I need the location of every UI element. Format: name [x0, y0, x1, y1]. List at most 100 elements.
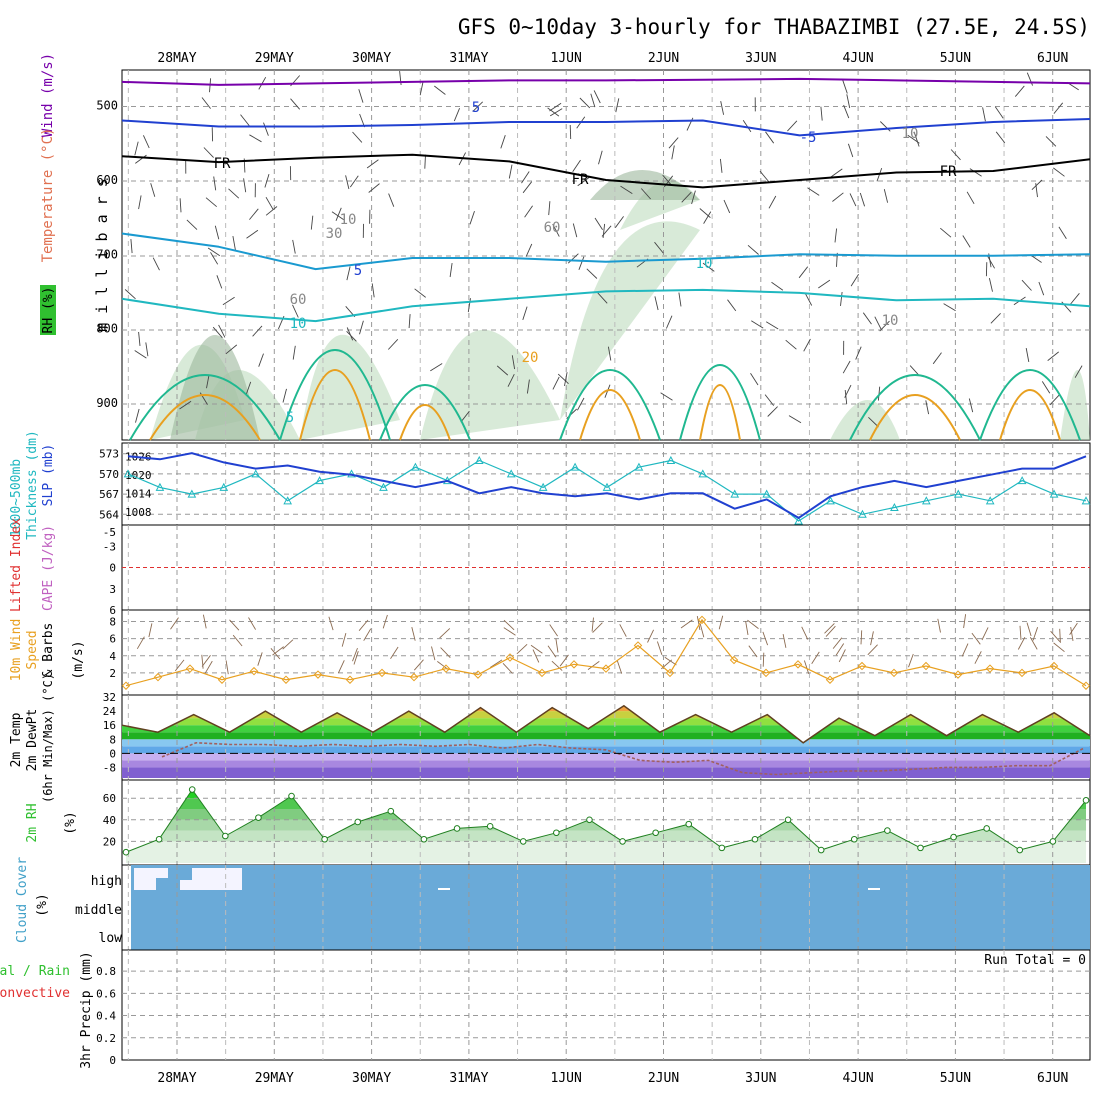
cape-axis-label: CAPE (J/kg): [41, 525, 56, 611]
wind-barb: [346, 330, 357, 342]
li-tick-label: 3: [109, 583, 116, 596]
wind-barb: [691, 190, 696, 205]
wind-barb: [614, 216, 624, 228]
wind-barb: [346, 327, 354, 341]
contour-label: 20: [522, 350, 539, 366]
rh-point: [354, 818, 362, 826]
wind-barb: [879, 121, 891, 132]
temperature-contour: [379, 384, 471, 441]
wind-barb: [467, 298, 471, 313]
cloud-gap: [156, 868, 168, 878]
bottom-date-label: 31MAY: [449, 1071, 488, 1086]
panel-rh2m: 60 40 20 2m RH (%): [25, 779, 1091, 866]
rh-point: [255, 814, 262, 821]
wind-barb: [408, 314, 411, 329]
precip-tick-label: 0.4: [96, 1010, 116, 1023]
wind-speed-point: [441, 664, 451, 673]
wind-barb: [174, 659, 185, 672]
thickness-point: [123, 469, 133, 478]
wind-barb: [696, 616, 701, 630]
contour-label: 10: [696, 256, 713, 272]
wind-barb: [524, 205, 533, 218]
wind-barb: [567, 253, 579, 264]
precip-tick-label: 0.8: [96, 965, 116, 978]
rh-point: [188, 786, 196, 793]
bottom-date-label: 29MAY: [255, 1071, 294, 1086]
wind-barb: [257, 652, 263, 666]
wind-barb: [671, 145, 675, 160]
rh-point: [486, 822, 494, 830]
wind-barb: [840, 291, 843, 306]
top-date-label: 31MAY: [449, 51, 488, 66]
wind-barb: [843, 104, 850, 119]
wind-axis-label: Wind (m/s): [40, 53, 56, 137]
wind-barb: [363, 628, 372, 641]
rh-point: [751, 835, 759, 843]
thickness-point: [187, 489, 197, 498]
contour-label: 10: [340, 212, 357, 228]
wind-barb: [366, 159, 379, 169]
rh-area: [170, 335, 260, 440]
wind-barb: [216, 275, 223, 289]
wind-barb: [1045, 136, 1057, 147]
wind-barb: [1053, 642, 1065, 653]
wind-barb: [548, 201, 551, 216]
temp-band: [122, 732, 1090, 740]
slp-tick-label: 1014: [125, 487, 152, 500]
pressure-tick-label: 900: [96, 396, 118, 410]
wind-barb: [453, 108, 461, 122]
precip-tick-label: 0.6: [96, 987, 116, 1000]
wind-barb: [1049, 394, 1060, 406]
wind-barb: [345, 175, 350, 190]
wind-barb: [206, 374, 210, 389]
wind-barb: [204, 660, 213, 674]
wind-barb: [656, 641, 663, 655]
wind-barb: [747, 244, 759, 255]
pressure-tick-label: 500: [96, 99, 118, 113]
bottom-date-label: 6JUN: [1037, 1071, 1068, 1086]
temp-axis-label: 2m Temp: [9, 712, 24, 767]
rh-point: [784, 816, 792, 824]
wind-barb: [832, 637, 843, 649]
wind-barb: [186, 219, 198, 230]
temperature-contour: [679, 364, 761, 441]
wind-barb: [1021, 279, 1032, 291]
wind-barb: [202, 614, 207, 629]
rh-point: [950, 833, 957, 841]
wind-barb: [597, 292, 608, 304]
pressure-axis-title: m i l l i b a r s: [93, 178, 111, 332]
wind-speed-point: [185, 664, 195, 673]
rh-area: [560, 221, 700, 420]
wind-speed-point: [857, 661, 867, 671]
wind-barb: [803, 338, 811, 352]
contour-label: 10: [902, 126, 919, 142]
wind-barb: [825, 625, 836, 637]
bottom-date-axis: 28MAY 29MAY 30MAY 31MAY 1JUN 2JUN 3JUN 4JUN 5JUN…: [157, 1071, 1068, 1086]
wind-barb: [525, 243, 533, 257]
wind-barb: [867, 644, 878, 656]
wind-barb: [1026, 622, 1032, 637]
wind-barb: [134, 350, 147, 359]
wind-speed-point: [409, 672, 419, 682]
wind-barb: [699, 208, 711, 218]
wind-barb: [232, 634, 243, 647]
wind-barb: [292, 239, 296, 254]
wind-barb: [135, 154, 147, 164]
wind-tick-label: 6: [109, 633, 116, 646]
wind-barb: [489, 659, 503, 668]
thickness-point: [826, 496, 835, 505]
rh-point: [321, 835, 328, 843]
temperature-contour: [129, 374, 281, 441]
wind-speed-point: [153, 672, 163, 682]
wind-barb: [727, 299, 737, 312]
temperature-contour: [869, 394, 961, 441]
wind-barb: [282, 388, 287, 403]
wind-barb: [1058, 226, 1067, 240]
wind-barb: [358, 89, 364, 103]
thickness-point: [985, 496, 995, 505]
wind-barb: [914, 133, 920, 147]
slp-tick-label: 1008: [125, 506, 152, 519]
run-total-label: Run Total = 0: [984, 953, 1086, 968]
wind-barb: [995, 131, 1006, 144]
wind-barb: [842, 360, 851, 374]
